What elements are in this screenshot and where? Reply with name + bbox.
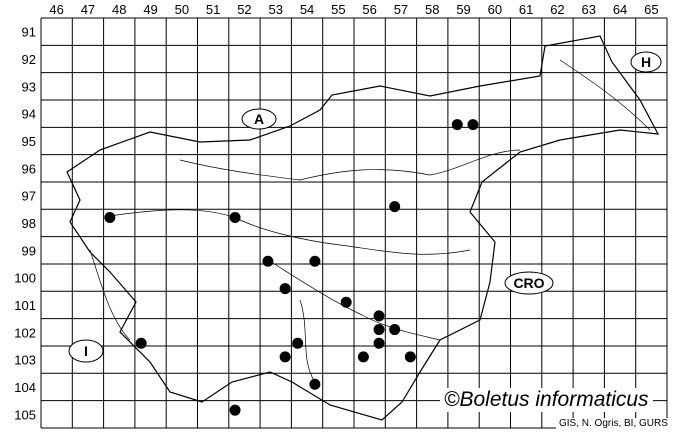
record-dot bbox=[309, 255, 321, 267]
record-dot bbox=[229, 212, 241, 224]
column-label: 48 bbox=[112, 2, 126, 17]
rivers bbox=[89, 59, 651, 383]
row-label: 97 bbox=[22, 189, 36, 204]
column-label: 59 bbox=[456, 2, 470, 17]
svg-text:I: I bbox=[84, 343, 88, 359]
row-label: 93 bbox=[22, 79, 36, 94]
column-label: 65 bbox=[644, 2, 658, 17]
svg-text:CRO: CRO bbox=[513, 275, 544, 291]
column-label: 47 bbox=[81, 2, 95, 17]
row-label: 103 bbox=[14, 353, 36, 368]
column-label: 52 bbox=[237, 2, 251, 17]
region-label-croatia: CRO bbox=[504, 271, 554, 295]
record-dot bbox=[340, 296, 352, 308]
region-label-austria: A bbox=[241, 108, 277, 130]
column-label: 63 bbox=[582, 2, 596, 17]
column-labels: 46 47 48 49 50 51 52 53 54 55 56 57 58 59 60 61 62 63 64 65 bbox=[49, 2, 658, 17]
country-border bbox=[66, 35, 660, 421]
svg-text:H: H bbox=[641, 54, 651, 70]
record-dot bbox=[292, 337, 304, 349]
column-label: 55 bbox=[331, 2, 345, 17]
column-label: 50 bbox=[175, 2, 189, 17]
column-label: 51 bbox=[206, 2, 220, 17]
column-label: 61 bbox=[519, 2, 533, 17]
record-dot bbox=[262, 255, 274, 267]
record-dot bbox=[279, 283, 291, 295]
row-labels: 91 92 93 94 95 96 97 98 99 100 101 102 103 104 105 bbox=[14, 25, 36, 423]
column-label: 62 bbox=[550, 2, 564, 17]
column-label: 56 bbox=[362, 2, 376, 17]
copyright-credit: ©Boletus informaticus bbox=[440, 388, 653, 412]
record-dot bbox=[467, 119, 479, 131]
row-label: 104 bbox=[14, 380, 36, 395]
grid bbox=[40, 17, 668, 429]
record-dot bbox=[404, 351, 416, 363]
column-label: 60 bbox=[488, 2, 502, 17]
region-label-hungary: H bbox=[630, 51, 662, 73]
record-dot bbox=[135, 337, 147, 349]
svg-text:A: A bbox=[254, 111, 264, 127]
record-dot bbox=[104, 212, 116, 224]
record-dot bbox=[279, 351, 291, 363]
row-label: 102 bbox=[14, 325, 36, 340]
row-label: 105 bbox=[14, 407, 36, 422]
column-label: 49 bbox=[143, 2, 157, 17]
source-credit: GIS, N. Ogris, BI, GURS bbox=[556, 418, 671, 429]
region-label-italy: I bbox=[68, 339, 104, 363]
row-label: 96 bbox=[22, 161, 36, 176]
column-label: 57 bbox=[394, 2, 408, 17]
column-label: 64 bbox=[613, 2, 627, 17]
row-label: 92 bbox=[22, 52, 36, 67]
row-label: 91 bbox=[22, 25, 36, 40]
row-label: 100 bbox=[14, 271, 36, 286]
row-label: 99 bbox=[22, 243, 36, 258]
column-label: 53 bbox=[269, 2, 283, 17]
row-label: 101 bbox=[14, 298, 36, 313]
column-label: 46 bbox=[49, 2, 63, 17]
record-dot bbox=[389, 324, 401, 336]
record-dot bbox=[309, 378, 321, 390]
record-dot bbox=[373, 310, 385, 322]
record-dot bbox=[229, 404, 241, 416]
record-dot bbox=[373, 337, 385, 349]
record-dot bbox=[389, 201, 401, 213]
row-label: 95 bbox=[22, 134, 36, 149]
row-label: 98 bbox=[22, 216, 36, 231]
column-label: 54 bbox=[300, 2, 314, 17]
record-dot bbox=[373, 324, 385, 336]
record-dots bbox=[104, 119, 479, 416]
column-label: 58 bbox=[425, 2, 439, 17]
row-label: 94 bbox=[22, 107, 36, 122]
record-dot bbox=[451, 119, 463, 131]
record-dot bbox=[357, 351, 369, 363]
